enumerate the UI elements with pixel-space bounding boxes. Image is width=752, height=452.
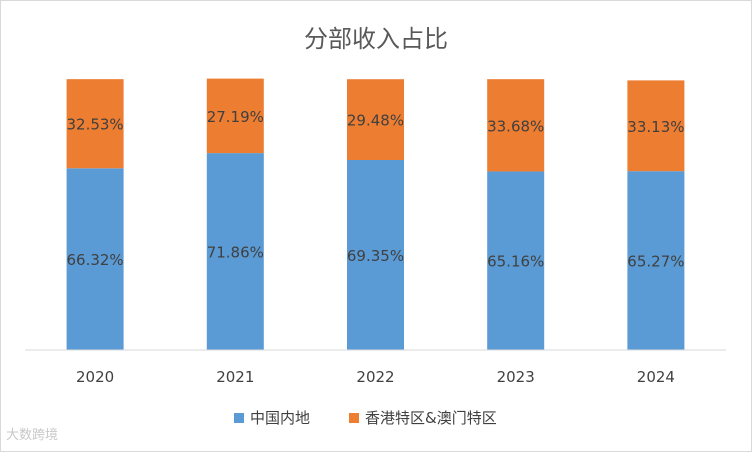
bar-hk-macau-2020 bbox=[66, 79, 124, 169]
bar-hk-macau-2024 bbox=[627, 80, 685, 172]
data-label-hk-macau-2021: 27.19% bbox=[207, 108, 264, 126]
data-label-hk-macau-2024: 33.13% bbox=[627, 118, 684, 136]
watermark: 大数跨境 bbox=[6, 428, 59, 443]
x-tick-label-2021: 2021 bbox=[216, 368, 254, 386]
data-label-mainland-2023: 65.16% bbox=[487, 253, 544, 271]
bar-mainland-2020 bbox=[66, 168, 124, 350]
x-tick-label-2023: 2023 bbox=[497, 368, 535, 386]
data-label-hk-macau-2023: 33.68% bbox=[487, 117, 544, 135]
data-label-hk-macau-2022: 29.48% bbox=[347, 112, 404, 130]
legend-swatch-hk-macau bbox=[349, 413, 359, 423]
x-tick-label-2024: 2024 bbox=[637, 368, 675, 386]
bar-hk-macau-2022 bbox=[347, 79, 404, 160]
data-label-mainland-2024: 65.27% bbox=[627, 253, 684, 271]
bar-hk-macau-2023 bbox=[487, 79, 545, 172]
bar-mainland-2022 bbox=[347, 159, 404, 350]
data-label-mainland-2020: 66.32% bbox=[66, 251, 123, 269]
legend: 中国内地 香港特区&澳门特区 bbox=[234, 409, 497, 427]
legend-swatch-mainland bbox=[234, 413, 244, 423]
chart-title: 分部收入占比 bbox=[304, 25, 448, 53]
x-tick-label-2020: 2020 bbox=[76, 368, 114, 386]
legend-label-hk-macau: 香港特区&澳门特区 bbox=[365, 409, 497, 427]
bar-mainland-2023 bbox=[487, 171, 545, 350]
data-label-mainland-2021: 71.86% bbox=[207, 244, 264, 262]
data-label-hk-macau-2020: 32.53% bbox=[66, 116, 123, 134]
legend-label-mainland: 中国内地 bbox=[250, 409, 310, 427]
plot-area: 66.32% 32.53% 71.86% 27.19% 69.35% 29.48% 65.1… bbox=[66, 78, 685, 350]
bar-mainland-2024 bbox=[627, 171, 685, 350]
bar-hk-macau-2021 bbox=[206, 78, 264, 154]
x-tick-label-2022: 2022 bbox=[356, 368, 394, 386]
data-label-mainland-2022: 69.35% bbox=[347, 247, 404, 265]
bar-mainland-2021 bbox=[206, 153, 264, 350]
x-axis: 2020 2021 2022 2023 2024 bbox=[25, 349, 726, 386]
